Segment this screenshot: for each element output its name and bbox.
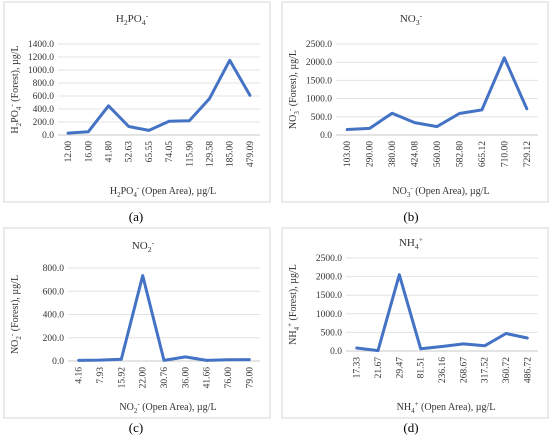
x-tick-label: 710.00	[500, 141, 510, 167]
y-tick-label: 0.0	[330, 347, 342, 357]
x-tick-label: 17.33	[353, 357, 363, 379]
x-tick-label: 21.67	[374, 357, 384, 379]
x-tick-label: 665.12	[478, 141, 488, 167]
x-tick-label: 479.09	[246, 141, 256, 167]
y-axis-label: NH4+ (Forest), µg/L	[286, 264, 301, 345]
x-tick-label: 76.00	[224, 367, 234, 389]
y-tick-label: 1200.0	[28, 53, 54, 63]
x-tick-label: 4.16	[75, 367, 85, 384]
series-line	[345, 56, 529, 131]
x-tick-label: 290.00	[366, 141, 376, 167]
x-tick-label: 129.58	[206, 141, 216, 167]
panel-letter: (d)	[403, 420, 418, 435]
x-tick-label: 15.92	[117, 367, 127, 389]
x-axis-label: H2PO4- (Open Area), µg/L	[110, 184, 216, 199]
y-axis-label: H2PO4- (Forest), µg/L	[8, 45, 23, 133]
y-axis-label: NO3- (Forest), µg/L	[286, 50, 301, 129]
x-tick-label: 7.93	[96, 367, 106, 384]
series-line	[77, 274, 251, 362]
x-axis-label: NO2- (Open Area), µg/L	[119, 400, 216, 415]
x-tick-label: 65.55	[145, 141, 155, 163]
y-tick-label: 1500.0	[306, 76, 332, 86]
chart-panel-1: NO3- 0.0 500.0 1000.0 1500.0 2000.0 2500.0 103.…	[281, 1, 549, 203]
panel-letter: (a)	[129, 209, 143, 224]
x-tick-label: 236.16	[438, 357, 448, 383]
y-tick-label: 800.0	[33, 79, 55, 89]
x-tick-label: 486.72	[523, 357, 533, 383]
x-tick-label: 12.00	[64, 141, 74, 163]
chart-panel-3: NH4+ 0.0 500.0 1000.0 1500.0 2000.0 2500.0 17.3…	[281, 227, 549, 419]
x-tick-label: 424.08	[411, 141, 421, 167]
y-tick-label: 200.0	[43, 334, 65, 344]
x-tick-label: 729.12	[523, 141, 533, 167]
panel-frame	[281, 227, 549, 419]
x-tick-label: 16.00	[84, 141, 94, 163]
series-line	[355, 273, 529, 353]
x-tick-label: 380.00	[388, 141, 398, 167]
y-tick-label: 2500.0	[316, 254, 342, 264]
x-tick-label: 103.00	[343, 141, 353, 167]
x-tick-label: 317.52	[481, 357, 491, 383]
y-tick-label: 1500.0	[316, 291, 342, 301]
y-tick-label: 500.0	[311, 113, 333, 123]
panel-letter: (b)	[403, 209, 418, 224]
y-tick-label: 0.0	[52, 357, 64, 367]
x-tick-label: 22.00	[139, 367, 149, 389]
x-tick-label: 79.00	[245, 367, 255, 389]
y-tick-label: 1000.0	[28, 66, 54, 76]
y-tick-label: 400.0	[43, 311, 65, 321]
panel-frame	[3, 1, 271, 203]
x-tick-label: 30.76	[160, 367, 170, 389]
x-tick-label: 52.63	[125, 141, 135, 163]
panel-frame	[3, 227, 271, 419]
y-tick-label: 2000.0	[306, 58, 332, 68]
y-tick-label: 400.0	[33, 105, 55, 115]
chart-title: NO2-	[132, 238, 155, 254]
y-tick-label: 1000.0	[316, 310, 342, 320]
x-tick-label: 268.67	[459, 357, 469, 383]
y-tick-label: 2500.0	[306, 40, 332, 50]
x-tick-label: 185.00	[226, 141, 236, 167]
x-tick-label: 74.05	[165, 141, 175, 163]
x-tick-label: 81.51	[417, 357, 427, 379]
chart-title: NO3-	[400, 11, 423, 27]
series-line	[66, 58, 252, 135]
y-tick-label: 1000.0	[306, 95, 332, 105]
chart-panel-2: NO2- 0.0 200.0 400.0 600.0 800.0 4.16 7.93 15.92…	[3, 227, 271, 419]
chart-panel-0: H2PO4- 0.0 200.0 400.0 600.0 800.0 1000.0 1200.…	[3, 1, 271, 203]
y-tick-label: 500.0	[321, 328, 343, 338]
y-tick-label: 600.0	[43, 287, 65, 297]
panel-letter: (c)	[129, 420, 143, 435]
y-tick-label: 0.0	[42, 131, 54, 141]
y-tick-label: 2000.0	[316, 273, 342, 283]
y-tick-label: 1400.0	[28, 40, 54, 50]
y-tick-label: 600.0	[33, 92, 55, 102]
chart-title: NH4+	[399, 235, 423, 251]
x-tick-label: 41.80	[105, 141, 115, 163]
y-tick-label: 800.0	[43, 264, 65, 274]
x-tick-label: 115.90	[185, 141, 195, 167]
x-tick-label: 29.47	[395, 357, 405, 379]
y-tick-label: 0.0	[320, 131, 332, 141]
panel-frame	[281, 1, 549, 203]
x-tick-label: 36.00	[181, 367, 191, 389]
x-axis-label: NH4+ (Open Area), µg/L	[397, 400, 496, 415]
x-tick-label: 582.80	[455, 141, 465, 167]
y-tick-label: 200.0	[33, 118, 55, 128]
x-tick-label: 360.72	[502, 357, 512, 383]
chart-title: H2PO4-	[116, 11, 149, 27]
x-tick-label: 560.00	[433, 141, 443, 167]
x-tick-label: 41.66	[203, 367, 213, 389]
y-axis-label: NO2- (Forest), µg/L	[8, 275, 23, 354]
x-axis-label: NO3- (Open Area), µg/L	[392, 184, 489, 199]
